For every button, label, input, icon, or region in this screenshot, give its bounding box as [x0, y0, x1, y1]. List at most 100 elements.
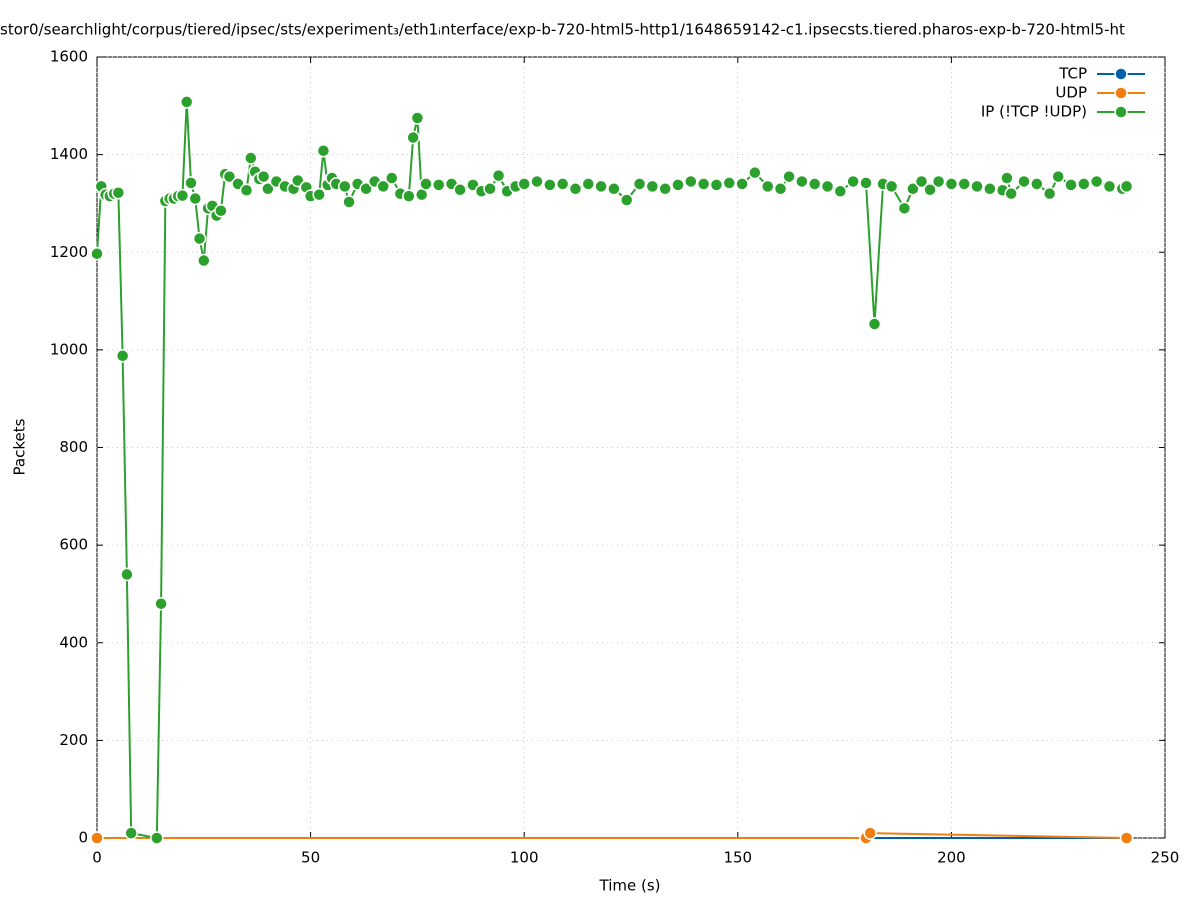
- x-tick-label: 250: [1151, 849, 1180, 867]
- data-point: [846, 174, 860, 189]
- legend-label: TCP: [1058, 65, 1087, 83]
- y-tick-label: 1000: [50, 340, 88, 358]
- legend-marker: [1114, 86, 1128, 100]
- y-tick-label: 1200: [50, 243, 88, 261]
- data-point: [983, 182, 997, 196]
- data-point: [517, 177, 531, 191]
- data-point: [179, 95, 194, 109]
- y-tick-label: 1600: [50, 48, 88, 66]
- data-point: [914, 174, 929, 189]
- data-point: [120, 567, 134, 582]
- data-point: [406, 130, 420, 145]
- data-point: [316, 143, 331, 158]
- data-point: [150, 831, 164, 845]
- legend-marker: [1114, 67, 1128, 81]
- x-axis-label: Time (s): [599, 877, 661, 895]
- x-tick-label: 50: [301, 849, 320, 867]
- data-point: [607, 182, 621, 196]
- data-point: [197, 253, 211, 268]
- data-point: [192, 231, 207, 246]
- data-point: [807, 177, 822, 191]
- x-tick-label: 100: [510, 849, 539, 867]
- y-tick-label: 200: [59, 731, 88, 749]
- data-point: [722, 176, 737, 190]
- data-point: [244, 151, 258, 165]
- data-point: [239, 183, 254, 198]
- data-point: [342, 195, 356, 209]
- data-point: [773, 182, 788, 196]
- data-point: [402, 189, 416, 203]
- data-point: [658, 182, 672, 196]
- data-point: [385, 171, 399, 185]
- data-point: [1089, 174, 1104, 189]
- y-tick-label: 800: [59, 438, 88, 456]
- y-tick-label: 0: [78, 829, 88, 847]
- data-point: [568, 182, 583, 196]
- data-point: [111, 185, 126, 200]
- data-point: [923, 183, 937, 197]
- data-point: [820, 179, 835, 194]
- data-point: [782, 169, 796, 184]
- data-point: [1042, 186, 1057, 201]
- data-point: [906, 182, 920, 196]
- x-tick-label: 0: [92, 849, 102, 867]
- data-point: [867, 317, 882, 331]
- data-point: [90, 831, 104, 845]
- data-point: [483, 182, 497, 196]
- data-point: [1000, 171, 1014, 185]
- y-tick-label: 600: [59, 536, 88, 554]
- data-point: [90, 246, 104, 261]
- data-point: [884, 179, 899, 194]
- data-point: [338, 179, 352, 194]
- data-point: [256, 169, 271, 184]
- data-point: [931, 174, 946, 189]
- data-point: [1077, 177, 1091, 191]
- data-point: [957, 177, 971, 191]
- data-point: [312, 187, 326, 202]
- data-point: [1119, 831, 1134, 845]
- data-point: [491, 168, 506, 183]
- data-point: [184, 176, 198, 190]
- data-point: [735, 177, 749, 191]
- data-point: [619, 193, 634, 207]
- data-point: [1064, 178, 1078, 192]
- data-point: [359, 182, 373, 196]
- data-point: [261, 182, 275, 196]
- data-point: [1102, 179, 1117, 194]
- data-point: [696, 177, 711, 191]
- data-point: [1004, 186, 1018, 201]
- legend-marker: [1114, 105, 1128, 119]
- data-point: [897, 201, 912, 216]
- chart-title: stor0/searchlight/corpus/tiered/ipsec/st…: [0, 21, 1125, 39]
- data-point: [453, 183, 467, 197]
- y-tick-label: 400: [59, 633, 88, 651]
- data-point: [795, 174, 809, 189]
- data-point: [410, 111, 425, 125]
- data-point: [760, 179, 775, 194]
- data-point: [175, 188, 190, 203]
- data-point: [748, 165, 762, 180]
- data-point: [432, 178, 446, 192]
- legend-label: UDP: [1055, 84, 1087, 102]
- x-tick-label: 200: [937, 849, 966, 867]
- data-point: [970, 179, 984, 194]
- data-point: [530, 174, 544, 189]
- data-point: [944, 177, 959, 191]
- legend-label: IP (!TCP !UDP): [981, 103, 1087, 121]
- data-point: [376, 179, 390, 194]
- data-point: [124, 826, 138, 840]
- data-point: [684, 174, 698, 189]
- data-point: [1030, 177, 1044, 191]
- data-point: [188, 191, 203, 206]
- data-point: [214, 204, 228, 218]
- data-point: [594, 179, 608, 194]
- data-point: [645, 179, 660, 194]
- data-point: [154, 596, 168, 611]
- data-point: [1119, 179, 1134, 194]
- data-point: [543, 178, 557, 192]
- data-point: [632, 177, 647, 191]
- data-point: [581, 177, 596, 191]
- data-point: [115, 348, 130, 363]
